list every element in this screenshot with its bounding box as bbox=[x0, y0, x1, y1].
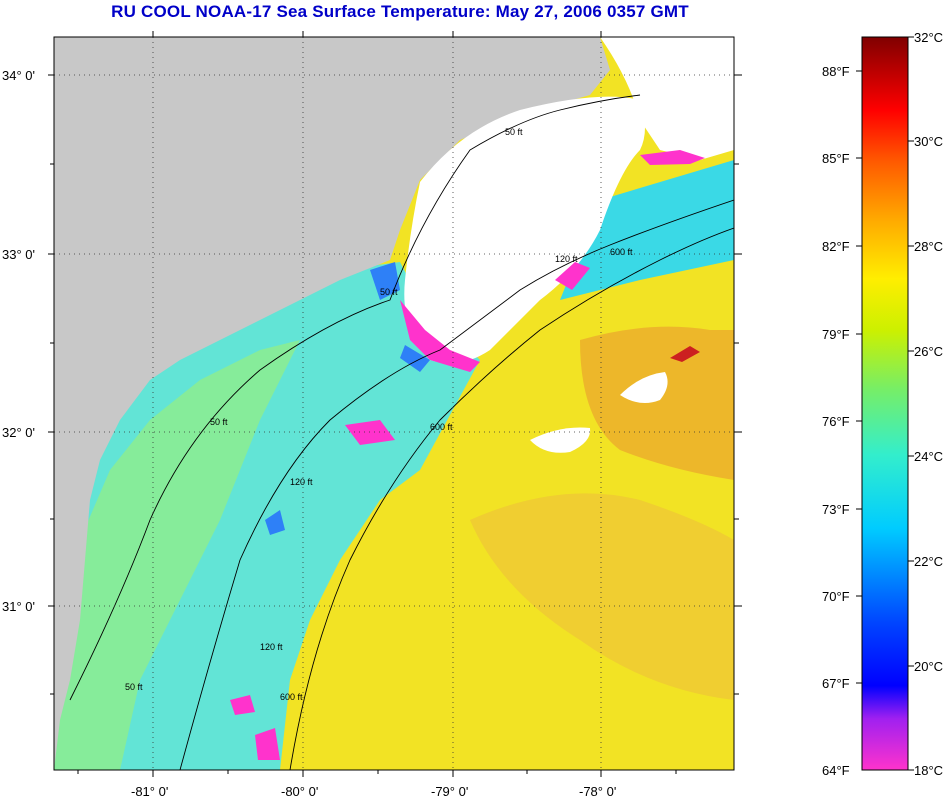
contour-120ft bbox=[179, 199, 734, 770]
scale-label-c: 18°C bbox=[914, 763, 943, 778]
contour-label: 50 ft bbox=[210, 417, 228, 427]
nearshore-water bbox=[54, 340, 300, 770]
cold-patch-shelf bbox=[345, 420, 395, 445]
scale-label-c: 28°C bbox=[914, 239, 943, 254]
shelf-cool-water bbox=[54, 262, 480, 770]
contour-label: 50 ft bbox=[505, 127, 523, 137]
contour-50ft bbox=[69, 94, 641, 701]
scale-label-f: 73°F bbox=[822, 502, 850, 517]
lat-label: 33° 0' bbox=[2, 247, 35, 262]
warm-eddy bbox=[470, 493, 734, 700]
lon-label: -80° 0' bbox=[281, 784, 318, 799]
scale-label-c: 32°C bbox=[914, 30, 943, 45]
cloud-patch-main bbox=[404, 96, 645, 364]
axis-ticks bbox=[48, 31, 742, 777]
contour-label: 50 ft bbox=[380, 287, 398, 297]
cool-streak-2 bbox=[265, 510, 285, 535]
scale-label-c: 24°C bbox=[914, 449, 943, 464]
scale-label-f: 67°F bbox=[822, 676, 850, 691]
temperature-color-scale: 88°F 85°F 82°F 79°F 76°F 73°F 70°F 67°F … bbox=[822, 30, 943, 778]
cloud-patch-east bbox=[620, 372, 668, 404]
land-mass bbox=[54, 37, 610, 770]
contour-label: 120 ft bbox=[260, 642, 283, 652]
contour-600ft bbox=[289, 227, 734, 770]
scale-label-f: 70°F bbox=[822, 589, 850, 604]
gulf-stream-warm-core bbox=[580, 326, 734, 480]
cold-edge-center bbox=[555, 262, 590, 290]
scale-label-f: 79°F bbox=[822, 327, 850, 342]
cool-streak-1 bbox=[370, 262, 400, 300]
map-frame bbox=[53, 36, 735, 771]
scale-label-c: 20°C bbox=[914, 659, 943, 674]
northern-cool-water bbox=[560, 160, 734, 300]
cold-patch-south-2 bbox=[230, 695, 255, 715]
scale-label-c: 26°C bbox=[914, 344, 943, 359]
scale-label-f: 64°F bbox=[822, 763, 850, 778]
contour-label: 600 ft bbox=[610, 247, 633, 257]
scale-label-c: 30°C bbox=[914, 134, 943, 149]
color-scale-bar bbox=[861, 36, 909, 771]
lon-label: -79° 0' bbox=[431, 784, 468, 799]
lat-label: 31° 0' bbox=[2, 599, 35, 614]
scale-label-f: 88°F bbox=[822, 64, 850, 79]
scale-label-f: 85°F bbox=[822, 151, 850, 166]
cold-edge-north bbox=[640, 150, 705, 165]
contour-label: 50 ft bbox=[125, 682, 143, 692]
lat-label: 32° 0' bbox=[2, 425, 35, 440]
cloud-patch-northeast bbox=[600, 37, 734, 160]
lon-label: -81° 0' bbox=[131, 784, 168, 799]
scale-label-c: 22°C bbox=[914, 554, 943, 569]
hot-spot bbox=[670, 346, 700, 362]
cloud-patch-central bbox=[530, 427, 591, 453]
contour-label: 600 ft bbox=[280, 692, 303, 702]
contour-label: 120 ft bbox=[555, 254, 578, 264]
lat-label: 34° 0' bbox=[2, 68, 35, 83]
contour-label: 600 ft bbox=[430, 422, 453, 432]
scale-label-f: 82°F bbox=[822, 239, 850, 254]
cold-edge-west bbox=[400, 300, 480, 372]
cool-streak-3 bbox=[400, 345, 430, 372]
graticule bbox=[54, 37, 734, 770]
contour-label: 120 ft bbox=[290, 477, 313, 487]
map-area: 50 ft 50 ft 120 ft 600 ft 50 ft 120 ft 6… bbox=[54, 37, 734, 770]
map-title: RU COOL NOAA-17 Sea Surface Temperature:… bbox=[111, 2, 689, 21]
cold-patch-south bbox=[255, 728, 280, 760]
lon-label: -78° 0' bbox=[579, 784, 616, 799]
scale-label-f: 76°F bbox=[822, 414, 850, 429]
